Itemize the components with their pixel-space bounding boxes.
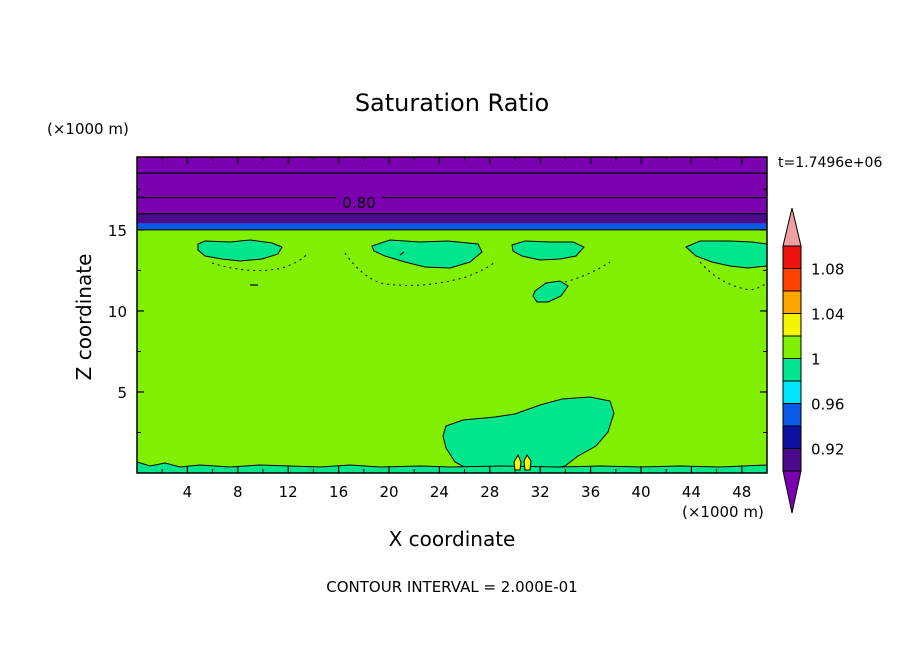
colorbar-bin	[782, 425, 802, 449]
surface-band	[137, 461, 767, 473]
contour-label-bg	[336, 194, 382, 210]
moist-blob	[442, 396, 615, 473]
colorbar-label: 1.04	[811, 306, 844, 324]
colorbar-under-triangle	[782, 470, 802, 514]
colorbar-bin	[782, 268, 802, 292]
x-tick-label: 8	[233, 483, 243, 501]
y-tick-label: 10	[108, 303, 127, 321]
z-unit-label: (×1000 m)	[47, 120, 129, 138]
layer-stratosphere	[137, 157, 767, 214]
x-tick-label: 40	[631, 483, 650, 501]
colorbar-bin	[782, 448, 802, 472]
layer-transition-band	[137, 223, 767, 230]
moist-patch	[511, 240, 585, 261]
colorbar-bin	[782, 290, 802, 314]
colorbar-bin	[782, 358, 802, 382]
x-tick-label: 44	[682, 483, 701, 501]
x-tick-label: 16	[329, 483, 348, 501]
colorbar: 1.08 1.04 1 0.96 0.92	[782, 207, 844, 514]
x-tick-label: 20	[379, 483, 398, 501]
x-unit-label: (×1000 m)	[682, 503, 764, 521]
moist-patch	[685, 240, 767, 269]
moist-patch	[197, 239, 283, 262]
contour-fragment	[564, 261, 611, 283]
contour-fragment	[211, 254, 307, 272]
x-axis-title: X coordinate	[389, 527, 516, 551]
y-axis-title: Z coordinate	[72, 254, 96, 381]
contour-fragment	[344, 252, 496, 286]
x-tick-label: 36	[581, 483, 600, 501]
colorbar-over-triangle	[782, 207, 802, 247]
x-tick-label: 12	[279, 483, 298, 501]
x-tick-label: 28	[480, 483, 499, 501]
contour-fragment	[699, 261, 767, 291]
layer-tropopause-band	[137, 213, 767, 224]
time-label: t=1.7496e+06	[778, 155, 882, 171]
contour-lines	[137, 172, 767, 231]
y-tick-label: 15	[108, 222, 127, 240]
colorbar-label: 0.96	[811, 396, 844, 414]
chart-title: Saturation Ratio	[355, 89, 549, 117]
colorbar-label: 1.08	[811, 261, 844, 279]
colorbar-bin	[782, 245, 802, 269]
colorbar-label: 0.92	[811, 441, 844, 459]
contour-interval-footer: CONTOUR INTERVAL = 2.000E-01	[326, 578, 577, 596]
colorbar-bin	[782, 403, 802, 427]
colorbar-label: 1	[811, 351, 821, 369]
colorbar-bin	[782, 335, 802, 359]
x-tick-label: 48	[732, 483, 751, 501]
moist-patch	[532, 280, 569, 303]
moist-patch	[371, 239, 483, 269]
x-tick-label: 4	[183, 483, 193, 501]
field-features	[137, 239, 767, 473]
contour-fragment	[399, 251, 405, 256]
x-tick-label: 24	[430, 483, 449, 501]
colorbar-bin	[782, 380, 802, 404]
plot-frame	[136, 156, 768, 474]
contour-label: 0.80	[342, 194, 375, 212]
wet-spot	[523, 454, 532, 471]
colorbar-bin	[782, 313, 802, 337]
wet-spot	[513, 453, 522, 471]
x-tick-label: 32	[531, 483, 550, 501]
y-tick-label: 5	[117, 384, 127, 402]
